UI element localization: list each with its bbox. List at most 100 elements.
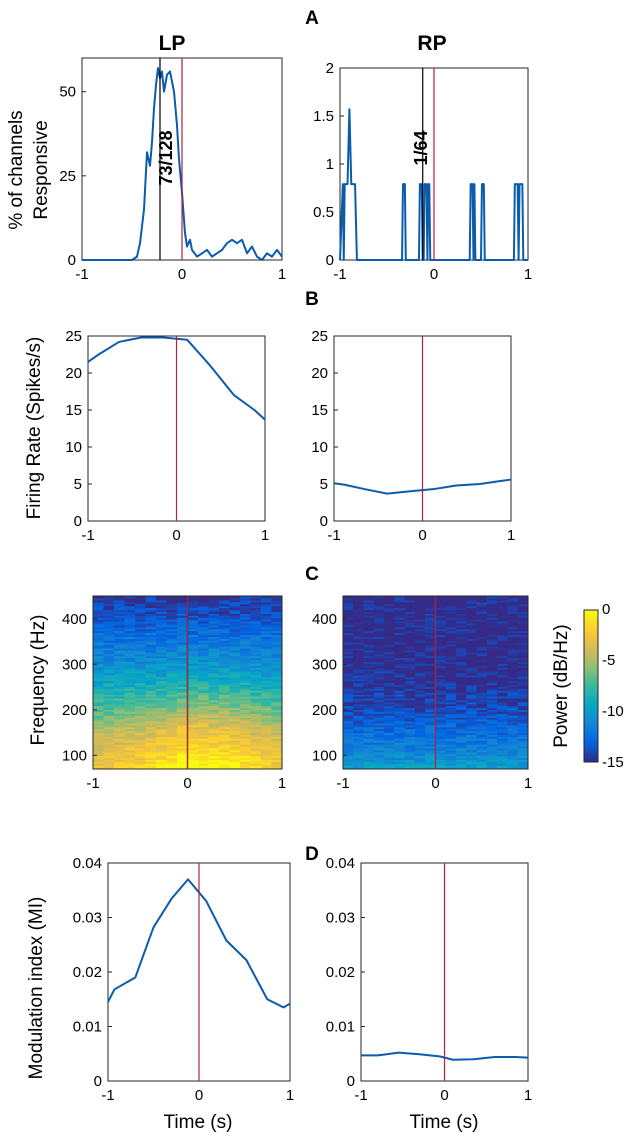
heatmap-cell xyxy=(476,672,488,676)
heatmap-cell xyxy=(124,636,136,639)
heatmap-cell xyxy=(166,626,178,630)
heatmap-cell xyxy=(363,611,375,614)
heatmap-cell xyxy=(177,659,189,662)
heatmap-cell xyxy=(353,744,365,747)
heatmap-cell xyxy=(373,755,385,759)
heatmap-cell xyxy=(198,607,210,611)
heatmap-cell xyxy=(250,688,262,691)
heatmap-cell xyxy=(124,672,136,676)
heatmap-cell xyxy=(373,640,385,643)
heatmap-cell xyxy=(404,753,416,757)
heatmap-cell xyxy=(240,603,252,607)
heatmap-cell xyxy=(394,688,406,691)
heatmap-cell xyxy=(208,615,220,618)
heatmap-cell xyxy=(353,676,365,680)
heatmap-cell xyxy=(384,684,395,687)
heatmap-cell xyxy=(497,724,509,728)
heatmap-cell xyxy=(394,730,406,734)
heatmap-cell xyxy=(250,599,262,603)
heatmap-cell xyxy=(114,622,126,626)
heatmap-cell xyxy=(445,682,457,686)
heatmap-cell xyxy=(425,674,437,678)
heatmap-cell xyxy=(486,669,498,672)
heatmap-cell xyxy=(476,707,488,711)
heatmap-cell xyxy=(177,661,189,664)
heatmap-cell xyxy=(476,763,488,766)
heatmap-cell xyxy=(476,736,488,739)
heatmap-cell xyxy=(187,645,199,649)
heatmap-cell xyxy=(343,688,354,691)
heatmap-cell xyxy=(476,638,488,641)
heatmap-cell xyxy=(271,757,282,760)
heatmap-cell xyxy=(114,659,126,662)
heatmap-cell xyxy=(476,678,488,682)
heatmap-cell xyxy=(384,730,395,734)
heatmap-cell xyxy=(124,659,136,662)
heatmap-cell xyxy=(414,651,426,655)
heatmap-cell xyxy=(343,719,354,722)
heatmap-cell xyxy=(445,619,457,622)
heatmap-cell xyxy=(486,622,498,626)
heatmap-cell xyxy=(135,734,147,737)
heatmap-cell xyxy=(166,730,178,734)
heatmap-cell xyxy=(476,755,488,759)
heatmap-cell xyxy=(261,749,273,753)
heatmap-cell xyxy=(156,615,168,618)
heatmap-cell xyxy=(177,622,189,626)
heatmap-cell xyxy=(476,667,488,670)
heatmap-cell xyxy=(93,674,105,678)
heatmap-cell xyxy=(93,682,105,686)
x-tick-label: 1 xyxy=(286,1087,294,1104)
series-line xyxy=(87,336,266,421)
heatmap-cell xyxy=(229,622,241,626)
heatmap-cell xyxy=(177,732,189,735)
heatmap-cell xyxy=(135,644,147,647)
heatmap-cell xyxy=(114,661,126,664)
heatmap-cell xyxy=(208,669,220,672)
heatmap-cell xyxy=(445,611,457,614)
heatmap-cell xyxy=(177,694,189,697)
heatmap-cell xyxy=(384,628,395,632)
heatmap-cell xyxy=(219,597,231,601)
heatmap-cell xyxy=(373,619,385,622)
heatmap-cell xyxy=(404,619,416,622)
heatmap-cell xyxy=(103,655,115,659)
heatmap-cell xyxy=(261,619,273,622)
heatmap-cell xyxy=(229,605,241,609)
heatmap-cell xyxy=(373,688,385,691)
heatmap-cell xyxy=(435,690,447,693)
heatmap-cell xyxy=(425,722,437,726)
heatmap-cell xyxy=(363,682,375,686)
heatmap-cell xyxy=(124,597,136,601)
heatmap-cell xyxy=(177,667,189,670)
heatmap-cell xyxy=(271,765,282,768)
heatmap-cell xyxy=(456,695,467,699)
heatmap-cell xyxy=(394,596,406,599)
heatmap-cell xyxy=(373,697,385,701)
heatmap-cell xyxy=(343,676,354,680)
heatmap-cell xyxy=(394,715,406,718)
heatmap-cell xyxy=(517,674,528,678)
heatmap-cell xyxy=(425,755,437,759)
heatmap-cell xyxy=(486,663,498,666)
heatmap-cell xyxy=(156,717,168,720)
heatmap-cell xyxy=(250,757,262,760)
heatmap-cell xyxy=(445,715,457,718)
heatmap-cell xyxy=(384,647,395,651)
heatmap-cell xyxy=(103,672,115,676)
heatmap-cell xyxy=(166,661,178,664)
heatmap-cell xyxy=(507,732,519,735)
heatmap-cell xyxy=(240,705,252,709)
heatmap-cell xyxy=(384,719,395,722)
heatmap-cell xyxy=(124,767,136,769)
heatmap-cell xyxy=(145,669,157,672)
heatmap-cell xyxy=(486,644,498,647)
heatmap-cell xyxy=(271,628,282,632)
heatmap-cell xyxy=(466,722,478,726)
heatmap-cell xyxy=(271,719,282,722)
heatmap-cell xyxy=(425,692,437,695)
heatmap-cell xyxy=(353,670,365,674)
heatmap-cell xyxy=(156,663,168,666)
heatmap-cell xyxy=(404,761,416,764)
ylabel-a-line2: Responsive xyxy=(31,120,52,219)
